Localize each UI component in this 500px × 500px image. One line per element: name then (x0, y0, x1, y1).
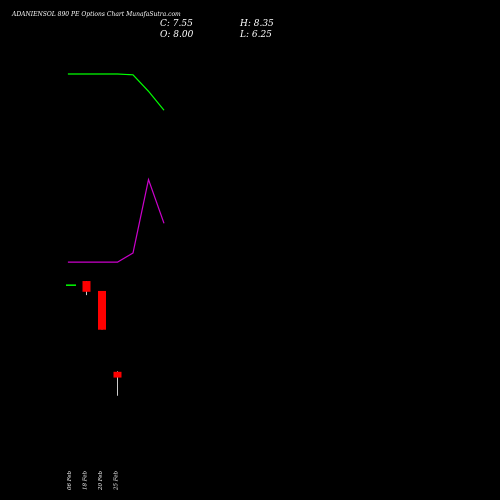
indicator-line-2 (67, 177, 165, 263)
low-value: L: 6.25 (239, 30, 272, 40)
open-value: O: 8.00 (160, 30, 194, 40)
indicator-line-1 (67, 73, 165, 111)
x-tick-label: 25 Feb (114, 470, 120, 491)
chart-title: ADANIENSOL 890 PE Options Chart MunafaSu… (11, 11, 181, 18)
series-layer (67, 73, 165, 263)
x-tick-label: 18 Feb (83, 470, 89, 490)
candle-body (82, 281, 91, 292)
x-tick-label: 20 Feb (98, 470, 104, 491)
x-axis-ticks: 06 Feb 18 Feb 20 Feb 25 Feb (67, 470, 120, 491)
candle-4 (113, 371, 122, 396)
candle-body (113, 371, 122, 378)
candle-body (98, 290, 106, 330)
candle-3 (98, 290, 106, 330)
x-tick-label: 06 Feb (67, 470, 73, 490)
high-value: H: 8.35 (239, 19, 274, 29)
close-value: C: 7.55 (160, 19, 193, 29)
candle-layer (66, 281, 122, 396)
candle-2 (82, 281, 91, 296)
